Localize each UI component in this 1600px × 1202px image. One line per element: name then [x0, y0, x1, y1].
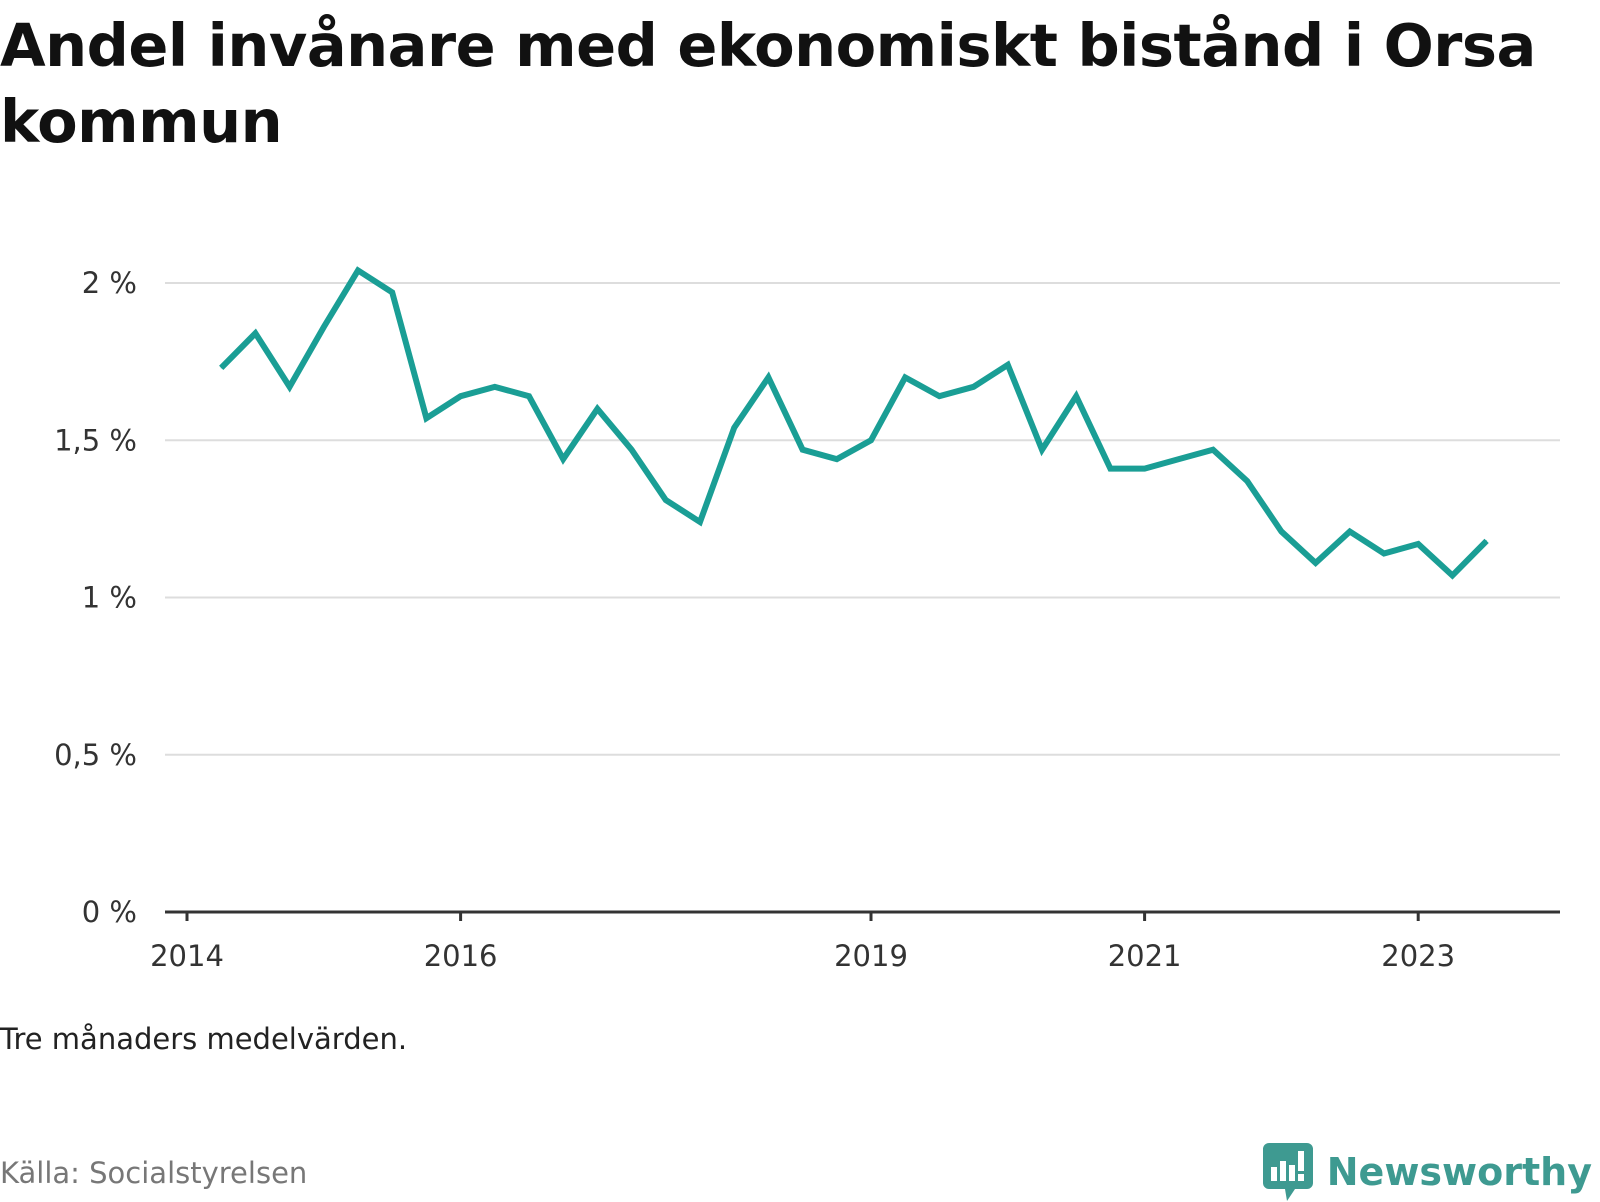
brand-name: Newsworthy [1326, 1150, 1592, 1194]
data-point [289, 386, 291, 388]
data-point [836, 458, 838, 460]
data-point [1246, 480, 1248, 482]
data-point [870, 439, 872, 441]
data-point [1041, 449, 1043, 451]
data-point [631, 449, 633, 451]
data-point [1280, 530, 1282, 532]
line-chart: 0 % 0,5 % 1 % 1,5 % 2 % 2014 2016 2019 2021 2023 [54, 266, 1560, 973]
data-point [938, 395, 940, 397]
x-tick-label: 2023 [1381, 939, 1455, 973]
data-point [494, 386, 496, 388]
chart-title: Andel invånare med ekonomiskt bistånd i … [0, 11, 1536, 156]
data-point [1212, 449, 1214, 451]
data-point [460, 395, 462, 397]
data-point [254, 332, 256, 334]
series-layer [219, 266, 1489, 580]
data-point [1486, 540, 1488, 542]
data-point [904, 376, 906, 378]
grid-lines [165, 282, 1560, 756]
data-point [528, 395, 530, 397]
data-point [1451, 574, 1453, 576]
y-tick-label: 2 % [82, 266, 137, 300]
y-tick-label: 1,5 % [54, 423, 137, 457]
data-point [665, 499, 667, 501]
data-point [1144, 468, 1146, 470]
y-axis-ticks: 0 % 0,5 % 1 % 1,5 % 2 % [54, 266, 137, 929]
y-tick-label: 0,5 % [54, 738, 137, 772]
chart-note: Tre månaders medelvärden. [0, 1022, 408, 1056]
data-point [973, 386, 975, 388]
newsworthy-logo-icon [1262, 1143, 1313, 1201]
data-point [1109, 468, 1111, 470]
data-point [323, 326, 325, 328]
data-point [1417, 543, 1419, 545]
data-point [802, 449, 804, 451]
y-tick-label: 1 % [82, 581, 137, 615]
data-point [1075, 395, 1077, 397]
x-tick-label: 2016 [424, 939, 498, 973]
data-point [596, 408, 598, 410]
data-point [733, 427, 735, 429]
x-tick-label: 2014 [150, 939, 224, 973]
data-point [391, 291, 393, 293]
y-tick-label: 0 % [82, 895, 137, 929]
x-axis: 2014 2016 2019 2021 2023 [150, 910, 1560, 973]
x-tick-label: 2021 [1108, 939, 1182, 973]
data-point [767, 376, 769, 378]
data-point [1007, 364, 1009, 366]
brand-logo: Newsworthy [1262, 1142, 1592, 1202]
data-point [1349, 530, 1351, 532]
data-point [220, 367, 222, 369]
series-line [219, 266, 1489, 580]
data-point [1315, 562, 1317, 564]
data-point [357, 269, 359, 271]
x-tick-label: 2019 [834, 939, 908, 973]
data-point [1383, 552, 1385, 554]
data-point [1178, 458, 1180, 460]
data-point [562, 458, 564, 460]
data-point [425, 417, 427, 419]
source-credit: Källa: Socialstyrelsen [0, 1156, 308, 1190]
data-point [699, 521, 701, 523]
